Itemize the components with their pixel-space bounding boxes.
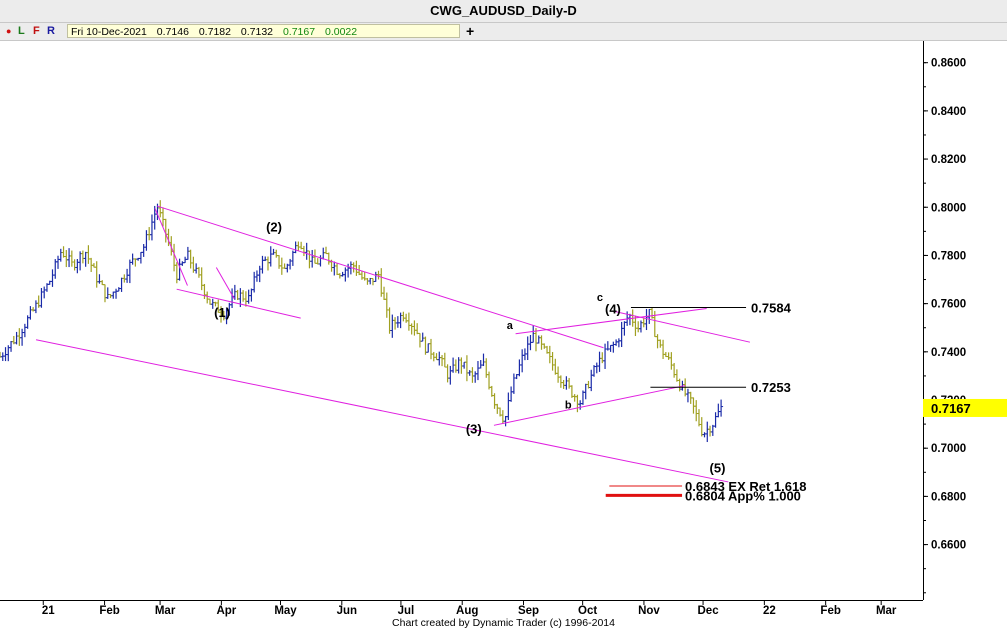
l-toggle-button[interactable]: L (18, 25, 25, 37)
x-tick-label: 21 (42, 605, 55, 617)
x-tick-label: Feb (99, 605, 119, 617)
wedge-line (515, 307, 707, 335)
last-price-label: 0.7167 (931, 401, 971, 416)
plot-area (0, 41, 923, 600)
ohlc-date: Fri 10-Dec-2021 (71, 26, 147, 38)
y-axis: 0.8600 0.8400 0.8200 0.8000 0.7800 0.7600 0.74… (923, 58, 966, 594)
y-tick-label: 0.7800 (931, 250, 966, 262)
ohlc-open: 0.7146 (156, 26, 189, 38)
x-tick-label: Jul (398, 605, 415, 617)
footer-credit: Chart created by Dynamic Trader (c) 1996… (392, 617, 615, 629)
wave-labels: (1) (2) (3) (4) (5) a b c (214, 219, 725, 475)
x-tick-label: Dec (698, 605, 720, 617)
x-tick-label: Oct (578, 605, 597, 617)
x-tick-label: Nov (638, 605, 660, 617)
x-axis: 21 Feb Mar Apr May Jun Jul Aug Sep Oct Nov Dec 22 Feb… (42, 600, 897, 617)
ohlc-high: 0.7182 (198, 26, 231, 38)
price-bars (0, 200, 724, 443)
y-tick-label: 0.8200 (931, 154, 966, 166)
y-tick-label: 0.8400 (931, 106, 966, 118)
y-tick-label: 0.8000 (931, 202, 966, 214)
wave-label: a (507, 320, 514, 332)
wave-label: (5) (710, 460, 726, 475)
level-label: 0.7584 (751, 300, 792, 315)
toolbar: ● L F R Fri 10-Dec-2021 0.7146 0.7182 0.… (0, 23, 1007, 41)
r-toggle-button[interactable]: R (47, 25, 55, 37)
ohlc-change: 0.0022 (324, 26, 358, 38)
wedge-line (493, 385, 686, 426)
x-tick-label: Aug (456, 605, 478, 617)
x-tick-label: Feb (820, 605, 840, 617)
wedge-line (154, 208, 188, 286)
trendlines (35, 205, 751, 483)
x-tick-label: May (274, 605, 297, 617)
chart-title: CWG_AUDUSD_Daily-D (0, 0, 1007, 23)
record-dot-icon[interactable]: ● (6, 26, 12, 36)
ohlc-readout: Fri 10-Dec-2021 0.7146 0.7182 0.7132 0.7… (67, 24, 460, 38)
x-tick-label: Sep (518, 605, 539, 617)
f-toggle-button[interactable]: F (33, 25, 40, 37)
wedge-line (176, 288, 301, 319)
last-price-marker: 0.7167 (923, 398, 1007, 417)
wedge-line (215, 267, 235, 300)
level-label: 0.6804 App% 1.000 (685, 488, 801, 503)
channel-line (614, 310, 751, 343)
y-tick-label: 0.7400 (931, 347, 966, 359)
wave-label: (2) (266, 219, 282, 234)
y-tick-label: 0.6800 (931, 491, 966, 503)
wave-label: b (565, 399, 572, 411)
plot-frame (0, 41, 924, 601)
x-tick-label: 22 (763, 605, 776, 617)
channel-line (35, 339, 729, 483)
level-label: 0.6843 EX Ret 1.618 (685, 479, 806, 494)
x-tick-label: Mar (876, 605, 897, 617)
x-tick-label: Jun (337, 605, 357, 617)
y-tick-label: 0.6600 (931, 540, 966, 552)
wave-label: (1) (214, 305, 230, 320)
x-tick-label: Apr (216, 605, 236, 617)
y-tick-label: 0.8600 (931, 58, 966, 70)
y-tick-label: 0.7000 (931, 443, 966, 455)
wave-label: (3) (466, 422, 482, 437)
ohlc-close: 0.7167 (282, 26, 316, 38)
wave-label: c (597, 292, 603, 304)
last-price-box (923, 398, 1007, 417)
ohlc-low: 0.7132 (240, 26, 274, 38)
crosshair-plus-icon[interactable]: + (466, 23, 475, 39)
wave-label: (4) (605, 301, 621, 316)
x-tick-label: Mar (155, 605, 176, 617)
channel-line (157, 205, 604, 349)
level-label: 0.7253 (751, 380, 791, 395)
y-tick-label: 0.7600 (931, 299, 966, 311)
